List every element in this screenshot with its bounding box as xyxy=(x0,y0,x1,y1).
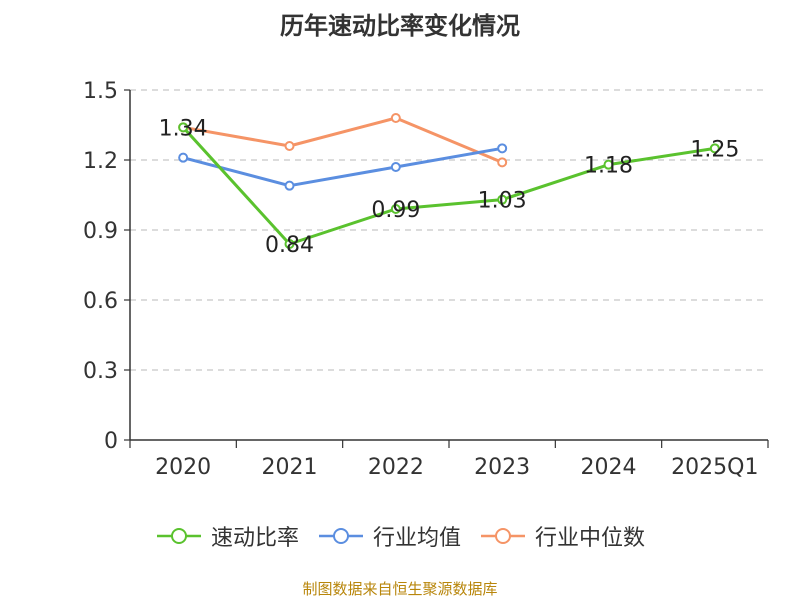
data-label-3: 1.03 xyxy=(478,189,527,214)
series-1-point-0 xyxy=(178,152,189,163)
y-tick-label-4: 1.2 xyxy=(83,149,118,174)
series-0-point-2 xyxy=(390,204,401,214)
series-line-2 xyxy=(182,116,503,164)
legend: 速动比率 行业均值 行业中位数 xyxy=(0,520,800,552)
data-label-2: 0.99 xyxy=(371,198,420,223)
legend-marker-series-2 xyxy=(481,528,525,544)
y-tick-label-5: 1.5 xyxy=(83,79,118,104)
legend-item-series-0[interactable]: 速动比率 xyxy=(155,520,299,552)
series-2-point-2 xyxy=(390,113,401,123)
legend-marker-series-0 xyxy=(156,528,201,544)
x-tick-label-4: 2024 xyxy=(581,455,637,480)
x-tick-label-0: 2020 xyxy=(155,455,211,480)
axis-layer: 0 0.3 0.6 0.9 1.2 1.5 2020 2021 2022 2023 2024 2025… xyxy=(83,79,769,480)
data-label-4: 1.18 xyxy=(584,154,633,179)
series-0-point-1 xyxy=(284,239,295,249)
series-0-point-3 xyxy=(497,194,508,205)
data-label-5: 1.25 xyxy=(690,137,739,162)
label-layer: 1.34 0.84 0.99 1.03 1.18 1.25 xyxy=(159,116,740,258)
series-1-point-1 xyxy=(284,180,295,191)
chart-title: 历年速动比率变化情况 xyxy=(280,12,520,40)
series-1-point-2 xyxy=(390,162,401,172)
y-tick-label-0: 0 xyxy=(104,429,118,454)
x-tick-label-2: 2022 xyxy=(368,455,424,480)
series-0-point-0 xyxy=(178,122,189,133)
series-2-point-3 xyxy=(497,157,508,168)
x-tick-label-3: 2023 xyxy=(474,455,530,480)
series-layer xyxy=(178,113,720,249)
series-line-0 xyxy=(182,126,716,246)
x-tick-label-5: 2025Q1 xyxy=(671,455,758,480)
legend-item-series-1[interactable]: 行业均值 xyxy=(317,520,461,552)
y-tick-label-3: 0.9 xyxy=(83,219,118,244)
data-label-0: 1.34 xyxy=(159,116,208,141)
grid-layer xyxy=(130,89,768,371)
legend-label-series-2: 行业中位数 xyxy=(535,526,646,551)
series-0-point-5 xyxy=(709,143,720,154)
y-tick-label-2: 0.6 xyxy=(83,289,118,314)
y-tick-label-1: 0.3 xyxy=(83,359,118,384)
data-source-note: 制图数据来自恒生聚源数据库 xyxy=(302,580,498,598)
data-label-1: 0.84 xyxy=(265,233,314,258)
series-1-point-3 xyxy=(497,143,508,154)
legend-item-series-2[interactable]: 行业中位数 xyxy=(479,520,645,552)
legend-label-series-0: 速动比率 xyxy=(210,526,299,551)
legend-label-series-1: 行业均值 xyxy=(372,526,461,551)
series-0-point-4 xyxy=(603,159,614,170)
x-tick-label-1: 2021 xyxy=(262,455,318,480)
legend-marker-series-1 xyxy=(318,528,363,544)
series-2-point-1 xyxy=(284,141,295,151)
series-line-1 xyxy=(182,146,503,188)
